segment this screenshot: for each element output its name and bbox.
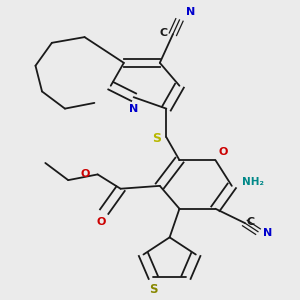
Text: N: N <box>129 104 138 114</box>
Text: NH₂: NH₂ <box>242 177 264 187</box>
Text: O: O <box>219 147 228 157</box>
Text: N: N <box>186 7 195 17</box>
Text: O: O <box>80 169 89 179</box>
Text: N: N <box>263 228 272 238</box>
Text: O: O <box>96 217 106 227</box>
Text: S: S <box>149 283 158 296</box>
Text: S: S <box>152 132 161 145</box>
Text: C: C <box>247 217 255 226</box>
Text: C: C <box>160 28 168 38</box>
